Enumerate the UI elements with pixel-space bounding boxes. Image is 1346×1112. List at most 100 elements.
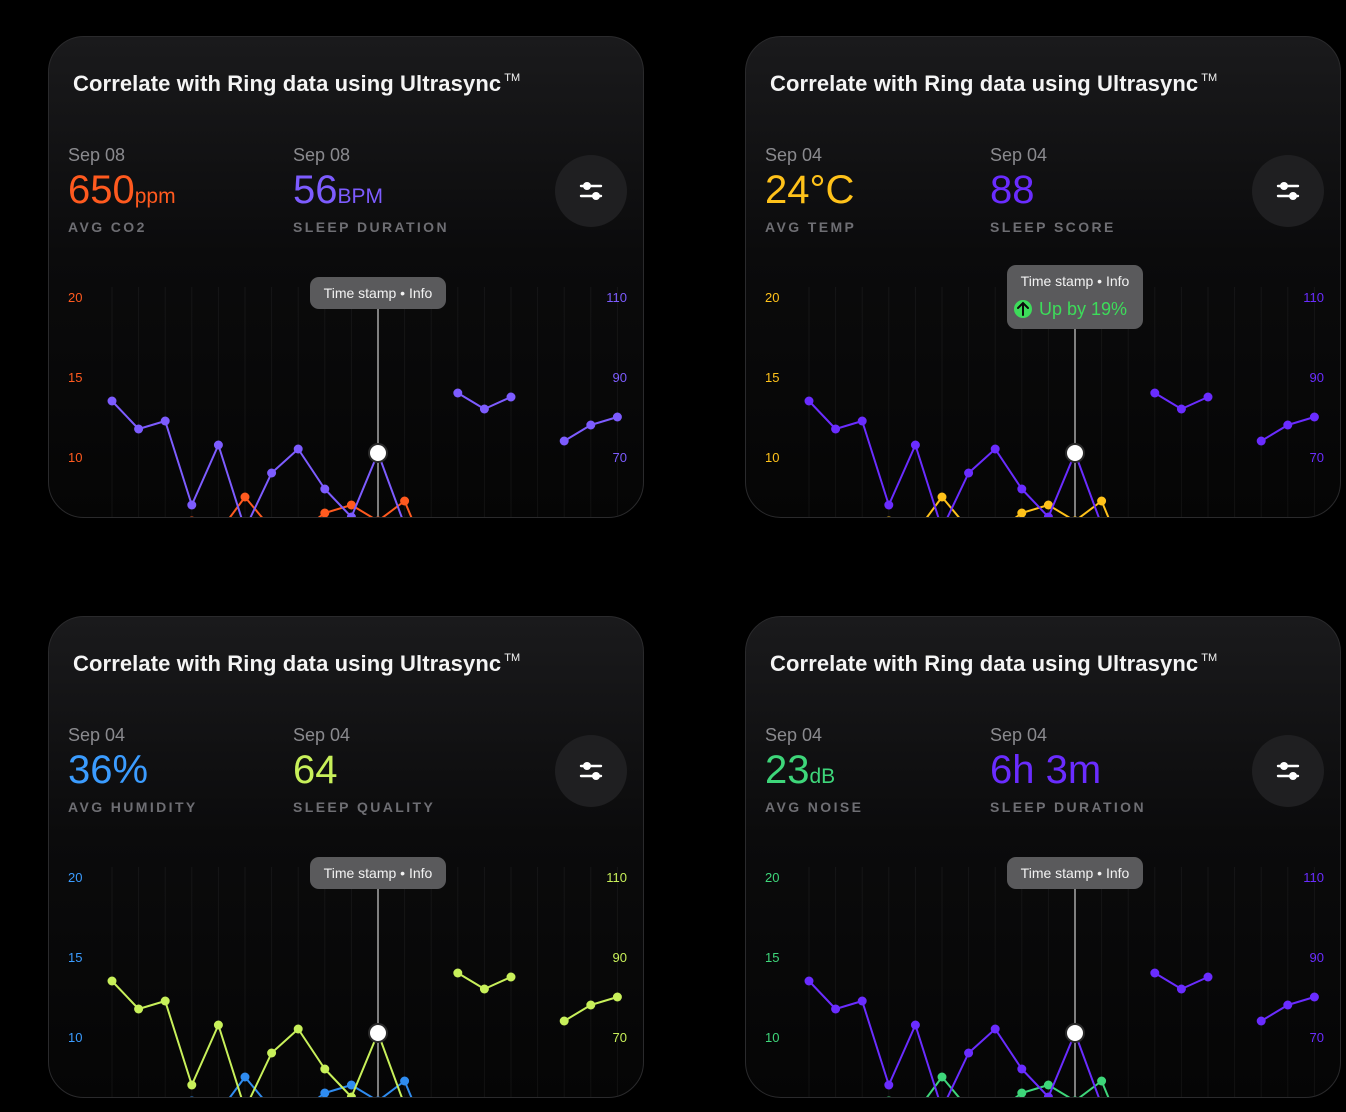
series-0-point bbox=[964, 1048, 974, 1058]
left-axis-tick: 20 bbox=[68, 870, 82, 885]
metric-date: Sep 04 bbox=[765, 145, 823, 165]
environment-metric: Sep 04 24°C AVG TEMP bbox=[765, 145, 856, 235]
left-axis-tick: 20 bbox=[68, 290, 82, 305]
series-1-point bbox=[1043, 500, 1053, 510]
series-1-point bbox=[1043, 1080, 1053, 1090]
series-0-point bbox=[107, 396, 117, 406]
tooltip: Time stamp • Info bbox=[310, 277, 446, 309]
correlation-card: Correlate with Ring data using Ultrasync… bbox=[745, 36, 1341, 518]
metric-value: 36% bbox=[68, 748, 149, 792]
filter-button[interactable] bbox=[555, 735, 627, 807]
series-0-point bbox=[1017, 1064, 1027, 1074]
series-0-point bbox=[884, 500, 894, 510]
filter-button[interactable] bbox=[1252, 155, 1324, 227]
selected-point[interactable] bbox=[1065, 1023, 1085, 1043]
series-0-point bbox=[990, 1024, 1000, 1034]
series-0-point bbox=[479, 404, 489, 414]
series-0-point bbox=[293, 1024, 303, 1034]
metric-value-row: 64 bbox=[293, 748, 435, 799]
left-axis-tick: 15 bbox=[68, 950, 82, 965]
sliders-icon bbox=[579, 182, 603, 200]
right-axis-tick: 110 bbox=[606, 290, 627, 305]
series-0-point bbox=[1309, 412, 1319, 422]
left-axis-tick: 20 bbox=[765, 870, 779, 885]
series-1-point bbox=[189, 516, 194, 517]
series-0-point bbox=[559, 1016, 569, 1026]
tooltip: Time stamp • Info bbox=[310, 857, 446, 889]
left-axis-tick: 10 bbox=[765, 450, 779, 465]
left-axis-tick: 10 bbox=[68, 450, 82, 465]
metric-value-row: 56BPM bbox=[293, 168, 449, 219]
series-0-point bbox=[134, 424, 144, 434]
tooltip-background bbox=[1007, 857, 1143, 889]
series-1-point bbox=[346, 500, 356, 510]
series-0-point bbox=[293, 444, 303, 454]
metric-unit: BPM bbox=[337, 185, 384, 208]
series-0-point bbox=[1283, 1000, 1293, 1010]
series-0-point bbox=[187, 500, 197, 510]
metric-date: Sep 08 bbox=[293, 145, 351, 165]
series-0-line bbox=[808, 400, 1100, 517]
metric-value: 24°C bbox=[765, 168, 855, 212]
tooltip: Time stamp • Info bbox=[1007, 857, 1143, 889]
left-axis-tick: 10 bbox=[765, 1030, 779, 1045]
metric-date: Sep 04 bbox=[68, 725, 126, 745]
left-axis-tick: 10 bbox=[68, 1030, 82, 1045]
series-0-point bbox=[884, 1080, 894, 1090]
metric-value: 23 bbox=[765, 748, 810, 792]
series-0-point bbox=[857, 416, 867, 426]
series-1-point bbox=[320, 508, 330, 517]
sleep-metric: Sep 04 6h 3m SLEEP DURATION bbox=[990, 725, 1146, 815]
card-title: Correlate with Ring data using Ultrasync… bbox=[73, 71, 520, 97]
series-1-point bbox=[1097, 1076, 1107, 1086]
right-axis-tick: 70 bbox=[1310, 450, 1324, 465]
left-axis-tick: 20 bbox=[765, 290, 779, 305]
series-0-point bbox=[1043, 512, 1053, 517]
metric-label: AVG TEMP bbox=[765, 219, 857, 235]
series-0-point bbox=[804, 976, 814, 986]
series-0-point bbox=[559, 436, 569, 446]
series-0-point bbox=[134, 1004, 144, 1014]
metric-unit: dB bbox=[809, 765, 836, 788]
series-1-point bbox=[320, 1088, 330, 1097]
correlation-chart: 20 15 10 110 90 70 Time stamp • Info bbox=[765, 857, 1324, 1097]
filter-button[interactable] bbox=[555, 155, 627, 227]
tooltip-background bbox=[1007, 265, 1143, 329]
sliders-icon bbox=[1276, 762, 1300, 780]
series-0-point bbox=[1043, 1092, 1053, 1097]
right-axis-tick: 90 bbox=[613, 370, 627, 385]
trademark-mark: TM bbox=[1201, 652, 1218, 664]
selected-point[interactable] bbox=[368, 1023, 388, 1043]
tooltip-text: Time stamp • Info bbox=[1021, 865, 1130, 881]
correlation-card: Correlate with Ring data using Ultrasync… bbox=[745, 616, 1341, 1098]
series-0-point bbox=[1203, 392, 1213, 402]
metric-label: AVG CO2 bbox=[68, 219, 147, 235]
selected-point[interactable] bbox=[1065, 443, 1085, 463]
selected-point[interactable] bbox=[368, 443, 388, 463]
series-0-line bbox=[111, 980, 403, 1097]
metric-value-row: 6h 3m bbox=[990, 748, 1146, 799]
metric-value: 6h 3m bbox=[990, 748, 1102, 792]
correlation-card: Correlate with Ring data using Ultrasync… bbox=[48, 36, 644, 518]
series-0-point bbox=[479, 984, 489, 994]
card-title: Correlate with Ring data using Ultrasync… bbox=[770, 651, 1217, 677]
card-title: Correlate with Ring data using Ultrasync… bbox=[770, 71, 1217, 97]
series-0-point bbox=[267, 468, 277, 478]
series-0-point bbox=[804, 396, 814, 406]
metric-value-row: 24°C bbox=[765, 168, 856, 219]
series-0-line bbox=[111, 400, 403, 517]
right-axis-tick: 110 bbox=[1303, 290, 1324, 305]
sliders-icon bbox=[579, 762, 603, 780]
environment-metric: Sep 04 36% AVG HUMIDITY bbox=[68, 725, 198, 815]
right-axis-tick: 110 bbox=[606, 870, 627, 885]
series-1-point bbox=[1072, 516, 1078, 517]
left-axis-tick: 15 bbox=[765, 950, 779, 965]
filter-button[interactable] bbox=[1252, 735, 1324, 807]
series-0-point bbox=[612, 992, 622, 1002]
right-axis-tick: 110 bbox=[1303, 870, 1324, 885]
metric-label: SLEEP SCORE bbox=[990, 219, 1116, 235]
series-0-point bbox=[1150, 968, 1160, 978]
series-0-point bbox=[320, 1064, 330, 1074]
metric-value: 650 bbox=[68, 168, 135, 212]
tooltip-background bbox=[310, 277, 446, 309]
